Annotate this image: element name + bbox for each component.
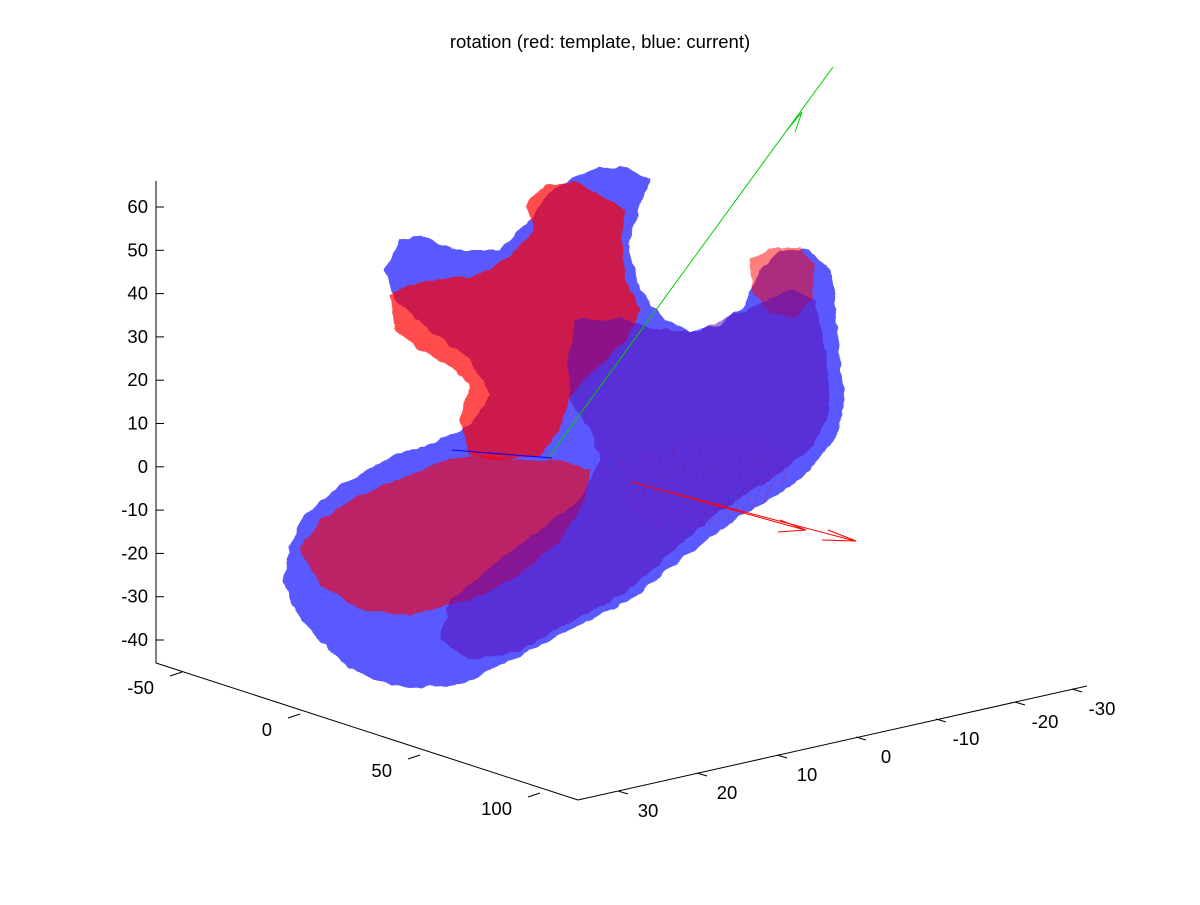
x-tick-mark (169, 671, 183, 677)
blue-axis-line (451, 449, 553, 459)
x-tick-mark (527, 792, 541, 798)
y-axis-ticks: 30 20 10 0 -10 -20 -30 (617, 688, 1116, 821)
y-tick-label: 30 (638, 800, 659, 821)
chart-title: rotation (red: template, blue: current) (449, 31, 751, 52)
z-tick-label: -30 (121, 586, 148, 607)
green-axis-arrow (547, 66, 834, 459)
y-axis-line (577, 685, 1088, 801)
red-axis-arrow-b (634, 482, 856, 542)
z-tick-label: -10 (121, 499, 148, 520)
z-tick-label: -40 (121, 629, 148, 650)
y-tick-mark (1014, 701, 1026, 706)
z-tick-label: 0 (138, 456, 148, 477)
y-tick-label: -10 (953, 728, 980, 749)
y-tick-mark (935, 718, 947, 723)
x-tick-label: 50 (371, 760, 392, 781)
x-tick-label: 100 (481, 798, 512, 819)
axes-frame (155, 181, 1088, 801)
y-tick-mark (855, 736, 867, 741)
z-tick-label: -20 (121, 542, 148, 563)
z-tick-label: 30 (127, 326, 148, 347)
x-tick-mark (287, 713, 301, 719)
y-tick-mark (617, 790, 629, 795)
x-tick-label: 0 (262, 719, 272, 740)
y-tick-label: 0 (881, 746, 891, 767)
red-arrowhead-b (821, 529, 857, 542)
overlap-region (440, 290, 830, 660)
y-tick-label: -20 (1032, 711, 1059, 732)
z-tick-label: 60 (127, 196, 148, 217)
x-tick-mark (407, 754, 421, 760)
z-axis-ticks: 60 50 40 30 20 10 0 -10 -20 -30 -40 (121, 196, 164, 650)
y-tick-label: 10 (797, 764, 818, 785)
rotation-axes (451, 66, 857, 542)
z-tick-label: 50 (127, 239, 148, 260)
y-tick-mark (1071, 688, 1083, 693)
z-tick-label: 40 (127, 283, 148, 304)
z-tick-label: 10 (127, 413, 148, 434)
x-tick-label: -50 (127, 677, 154, 698)
green-arrowhead (786, 111, 803, 133)
y-tick-label: -30 (1089, 698, 1116, 719)
x-axis-ticks: -50 0 50 100 (127, 671, 541, 819)
z-tick-label: 20 (127, 369, 148, 390)
template-surface-ramus (390, 182, 640, 460)
y-tick-mark (696, 772, 708, 777)
y-tick-label: 20 (717, 782, 738, 803)
y-tick-mark (776, 754, 788, 759)
x-axis-line (155, 662, 579, 801)
